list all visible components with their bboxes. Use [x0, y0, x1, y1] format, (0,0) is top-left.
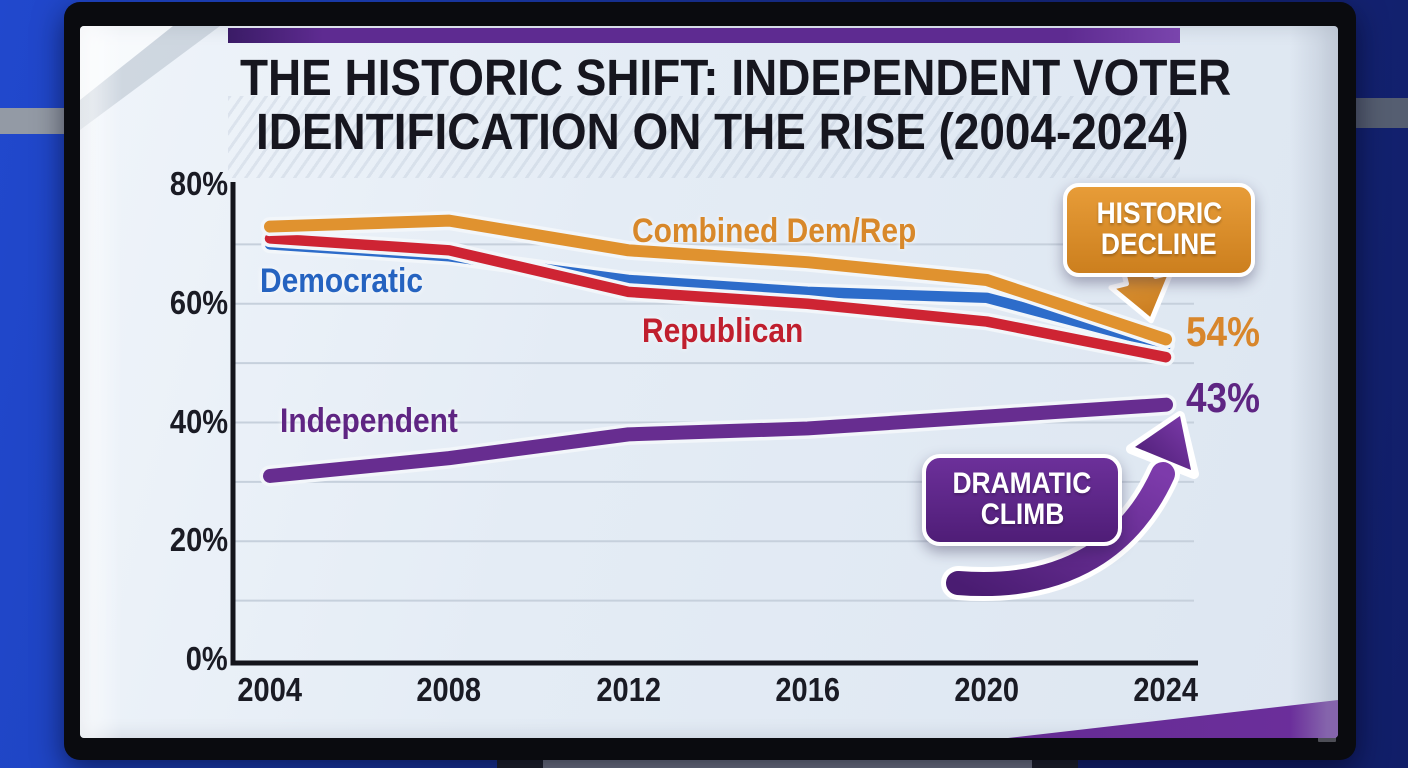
- y-tick-label: 20%: [169, 521, 228, 559]
- series-label-democratic-text: Democratic: [260, 262, 423, 300]
- y-tick-label: 40%: [169, 402, 228, 440]
- tv-brand-logo: [1318, 736, 1336, 742]
- dramatic-climb-line2: CLIMB: [980, 498, 1064, 531]
- series-label-democratic: Democratic: [260, 262, 445, 301]
- series-label-independent-text: Independent: [280, 402, 458, 440]
- line-chart: [230, 182, 1199, 666]
- x-tick-label: 2016: [775, 671, 840, 708]
- historic-decline-callout: HISTORIC DECLINE: [1063, 183, 1255, 277]
- x-tick-label: 2012: [596, 671, 661, 708]
- y-tick-label: 80%: [169, 165, 228, 202]
- dramatic-climb-line1: DRAMATIC: [952, 467, 1092, 501]
- dramatic-climb-callout: DRAMATIC CLIMB: [922, 454, 1122, 546]
- y-tick-label: 60%: [169, 283, 228, 321]
- wall-stripe-right: [1350, 98, 1408, 128]
- series-label-republican-text: Republican: [642, 312, 804, 350]
- end-label-combined: 54%: [1186, 308, 1270, 356]
- end-label-independent: 43%: [1186, 374, 1270, 422]
- x-tick-label: 2008: [416, 671, 482, 708]
- x-tick-label: 2024: [1133, 671, 1199, 708]
- slide: THE HISTORIC SHIFT: INDEPENDENT VOTER ID…: [80, 26, 1338, 738]
- end-label-independent-text: 43%: [1186, 374, 1260, 421]
- x-tick-label: 2020: [954, 671, 1020, 708]
- series-label-independent: Independent: [280, 402, 482, 441]
- tv-frame: THE HISTORIC SHIFT: INDEPENDENT VOTER ID…: [64, 2, 1356, 760]
- series-label-combined: Combined Dem/Rep: [632, 212, 955, 251]
- end-label-combined-text: 54%: [1186, 308, 1260, 355]
- historic-decline-line2: DECLINE: [1101, 228, 1217, 261]
- series-label-republican: Republican: [642, 312, 825, 351]
- x-tick-label: 2004: [237, 671, 303, 708]
- historic-decline-line1: HISTORIC: [1096, 197, 1222, 231]
- wall-stripe-left: [0, 108, 70, 134]
- series-label-combined-text: Combined Dem/Rep: [632, 212, 917, 250]
